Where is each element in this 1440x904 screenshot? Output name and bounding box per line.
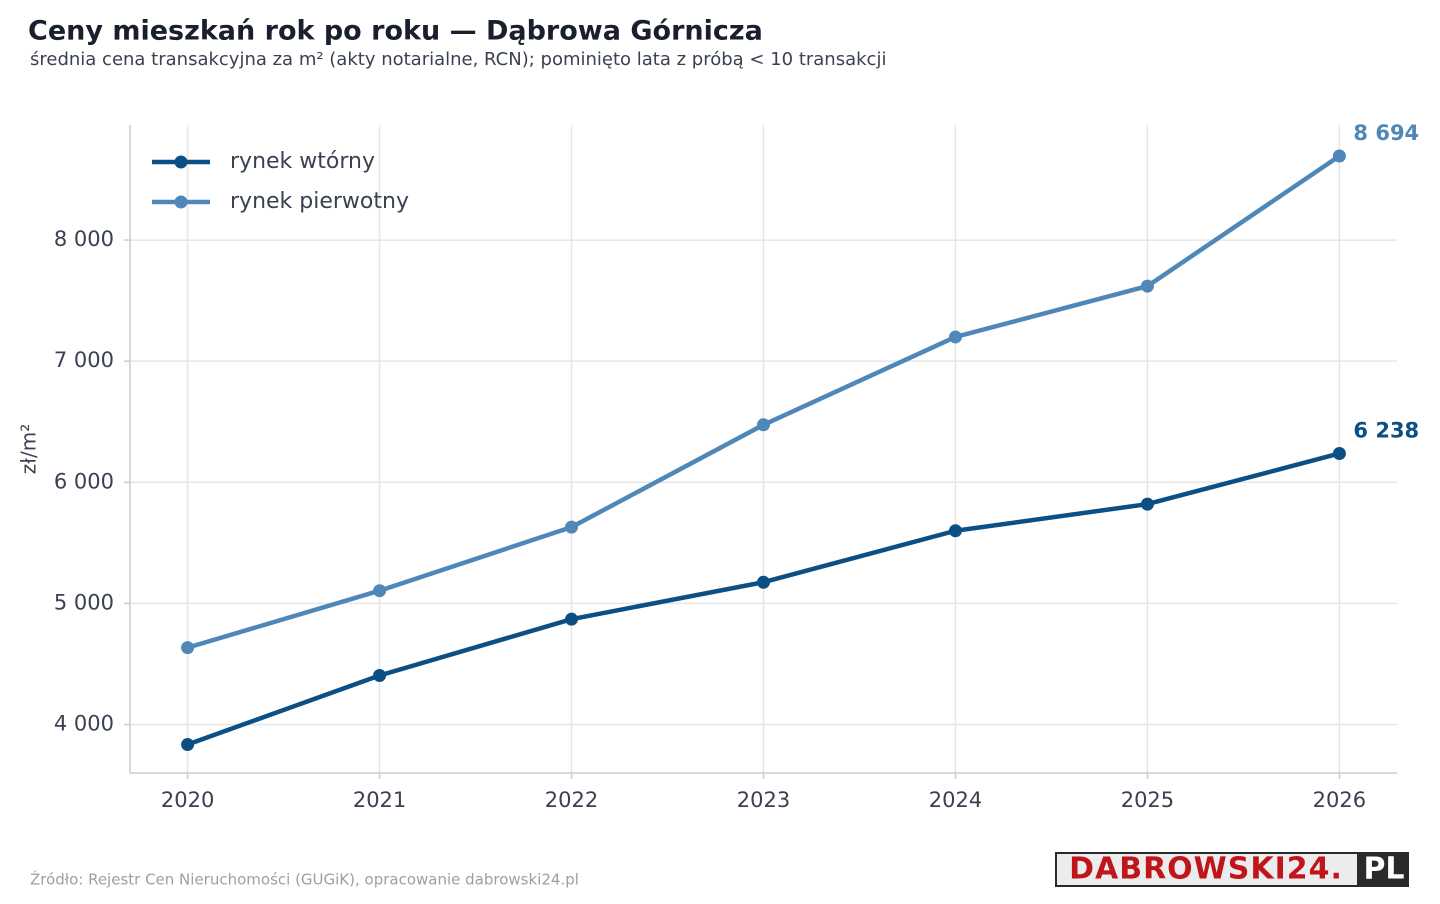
x-tick-label: 2021	[353, 788, 406, 812]
source-note: Źródło: Rejestr Cen Nieruchomości (GUGiK…	[30, 870, 579, 889]
y-axis-label: zł/m²	[17, 424, 41, 474]
x-tick-label: 2024	[929, 788, 982, 812]
logo-main: DABROWSKI24.	[1069, 852, 1343, 887]
chart-title: Ceny mieszkań rok po roku — Dąbrowa Górn…	[28, 16, 763, 47]
y-tick-label: 7 000	[54, 348, 114, 372]
legend-marker	[174, 195, 188, 209]
data-point	[1140, 279, 1154, 293]
data-point	[181, 641, 195, 655]
y-tick-label: 5 000	[54, 590, 114, 614]
y-tick-label: 6 000	[54, 469, 114, 493]
chart-subtitle: średnia cena transakcyjna za m² (akty no…	[30, 49, 886, 70]
x-tick-label: 2020	[161, 788, 214, 812]
data-point	[1140, 497, 1154, 511]
legend-label: rynek pierwotny	[230, 189, 409, 214]
data-point	[565, 612, 579, 626]
data-point	[373, 668, 387, 682]
legend-label: rynek wtórny	[230, 149, 375, 174]
data-point	[565, 520, 579, 534]
x-tick-label: 2023	[737, 788, 790, 812]
y-tick-label: 4 000	[54, 712, 114, 736]
data-point	[181, 738, 195, 752]
x-tick-label: 2026	[1313, 788, 1366, 812]
x-tick-label: 2025	[1121, 788, 1174, 812]
data-point	[948, 524, 962, 538]
data-point	[757, 418, 770, 432]
logo-suffix: PL	[1363, 852, 1404, 887]
data-point	[948, 330, 962, 344]
data-point	[757, 575, 770, 589]
data-point	[1332, 149, 1346, 163]
y-tick-label: 8 000	[54, 227, 114, 251]
data-label: 8 694	[1353, 121, 1419, 145]
data-label: 6 238	[1353, 418, 1419, 442]
logo-box-light	[1057, 854, 1357, 885]
data-point	[1332, 446, 1346, 460]
legend-marker	[174, 155, 188, 169]
data-point	[373, 584, 387, 598]
x-tick-label: 2022	[545, 788, 598, 812]
